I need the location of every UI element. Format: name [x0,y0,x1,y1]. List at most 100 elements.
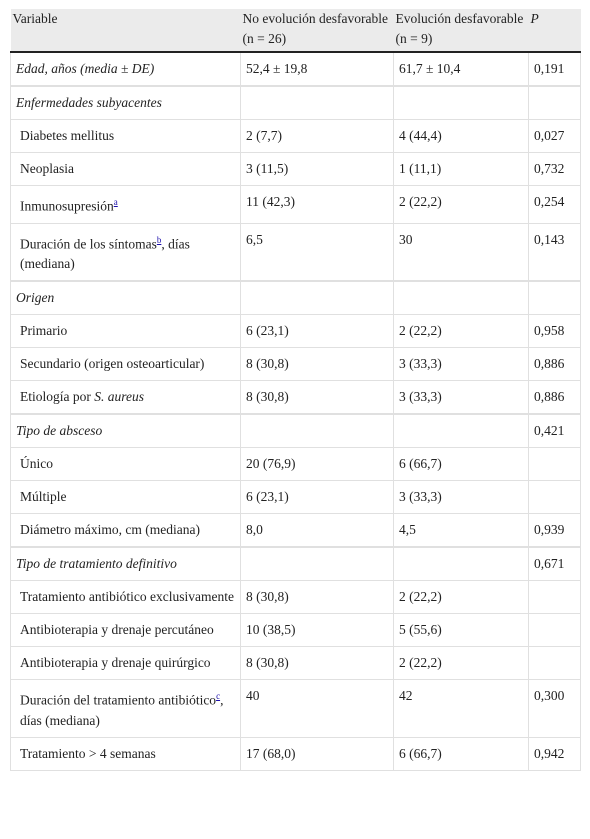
cell: 8 (30,8) [240,380,394,414]
cell-text: , días (mediana) [20,236,190,271]
cell: 2 (22,2) [393,580,529,614]
cell: 2 (7,7) [240,119,394,153]
results-table: Variable No evolución desfavorable (n = … [10,9,581,771]
row: Antibioterapia y drenaje percutáneo 10 (3… [10,613,581,647]
cell: 2 (22,2) [393,185,529,224]
cell: 0,942 [528,736,581,771]
cell: 3 (33,3) [393,347,529,381]
cell-text: Inmunosupresión [20,198,114,214]
cell: 0,886 [528,347,581,381]
cell: Diabetes mellitus [10,119,241,153]
cell: 8,0 [240,513,394,547]
row: Tratamiento antibiótico exclusivamente 8 … [10,580,581,614]
row: Antibioterapia y drenaje quirúrgico 8 (30… [10,646,581,680]
cell: Diámetro máximo, cm (mediana) [10,513,241,547]
cell: Enfermedades subyacentes [10,86,241,120]
row: Primario 6 (23,1) 2 (22,2) 0,958 [10,314,581,348]
cell: 20 (76,9) [240,447,394,481]
cell: 0,421 [528,414,581,448]
cell: 0,671 [528,547,581,581]
cell: Único [10,447,241,481]
cell: Secundario (origen osteoarticular) [10,347,241,381]
section-row: Tipo de tratamiento definitivo 0,671 [10,547,581,581]
cell: 17 (68,0) [240,736,394,771]
cell: 8 (30,8) [240,580,394,614]
cell: Tratamiento > 4 semanas [10,736,241,771]
cell: 10 (38,5) [240,613,394,647]
row: Secundario (origen osteoarticular) 8 (30,… [10,347,581,381]
cell: Duración de los síntomasb, días (mediana… [10,222,241,281]
cell: 6 (23,1) [240,314,394,348]
cell: 5 (55,6) [393,613,529,647]
cell: Neoplasia [10,152,241,186]
cell-text: Etiología por [20,389,95,404]
cell-text: Duración del tratamiento antibiótico [20,692,217,708]
cell: 3 (11,5) [240,152,394,186]
header-cell: No evolución desfavorable (n = 26) [240,9,394,53]
cell: 0,191 [528,51,581,86]
cell-text: S. aureus [94,389,144,404]
row: Tratamiento > 4 semanas 17 (68,0) 6 (66,7)… [10,736,581,771]
cell: 52,4 ± 19,8 [240,51,394,86]
cell: Tipo de tratamiento definitivo [10,547,241,581]
header-cell: Evolución desfavorable (n = 9) [393,9,529,53]
header-cell: Variable [10,9,241,53]
row: Único 20 (76,9) 6 (66,7) [10,447,581,481]
row: Inmunosupresióna 11 (42,3) 2 (22,2) 0,254 [10,185,581,224]
cell: Inmunosupresióna [10,185,241,224]
cell: 2 (22,2) [393,314,529,348]
cell: 42 [393,679,529,738]
cell: 0,732 [528,152,581,186]
cell: 4 (44,4) [393,119,529,153]
cell: 2 (22,2) [393,646,529,680]
row: Edad, años (media ± DE) 52,4 ± 19,8 61,7 ±… [10,51,581,86]
cell: 40 [240,679,394,738]
header-row: Variable No evolución desfavorable (n = … [10,9,581,53]
row: Múltiple 6 (23,1) 3 (33,3) [10,480,581,514]
footnote-link[interactable]: c [216,691,221,701]
cell: 11 (42,3) [240,185,394,224]
header-cell: P [528,9,581,53]
cell: 30 [393,222,529,281]
cell: 4,5 [393,513,529,547]
cell: 0,300 [528,679,581,738]
cell: 6 (23,1) [240,480,394,514]
cell: Origen [10,281,241,315]
section-row: Origen [10,281,581,315]
cell: 0,958 [528,314,581,348]
row: Duración de los síntomasb, días (mediana… [10,222,581,281]
cell: Antibioterapia y drenaje percutáneo [10,613,241,647]
cell: 8 (30,8) [240,646,394,680]
cell-text: Duración de los síntomas [20,236,157,251]
cell: Duración del tratamiento antibióticoc, d… [10,679,241,738]
section-row: Enfermedades subyacentes [10,86,581,120]
cell: Tipo de absceso [10,414,241,448]
cell: 0,254 [528,185,581,224]
cell: 0,939 [528,513,581,547]
cell: 1 (11,1) [393,152,529,186]
cell: Primario [10,314,241,348]
cell: 0,886 [528,380,581,414]
cell: 0,143 [528,222,581,281]
cell: Edad, años (media ± DE) [10,51,241,86]
cell: 6 (66,7) [393,447,529,481]
row: Etiología por S. aureus 8 (30,8) 3 (33,3) 0… [10,380,581,414]
row: Duración del tratamiento antibióticoc, d… [10,679,581,738]
cell: 3 (33,3) [393,480,529,514]
cell: 0,027 [528,119,581,153]
footnote-link[interactable]: b [156,234,162,245]
cell: Tratamiento antibiótico exclusivamente [10,580,241,614]
cell: Antibioterapia y drenaje quirúrgico [10,646,241,680]
row: Diámetro máximo, cm (mediana) 8,0 4,5 0,939 [10,513,581,547]
cell: Múltiple [10,480,241,514]
cell: 61,7 ± 10,4 [393,51,529,86]
cell: Etiología por S. aureus [10,380,241,414]
footnote-link[interactable]: a [113,197,118,207]
section-row: Tipo de absceso 0,421 [10,414,581,448]
cell: 8 (30,8) [240,347,394,381]
cell-text: , días (mediana) [20,692,224,728]
row: Diabetes mellitus 2 (7,7) 4 (44,4) 0,027 [10,119,581,153]
cell: 6 (66,7) [393,736,529,771]
cell: 6,5 [240,222,394,281]
